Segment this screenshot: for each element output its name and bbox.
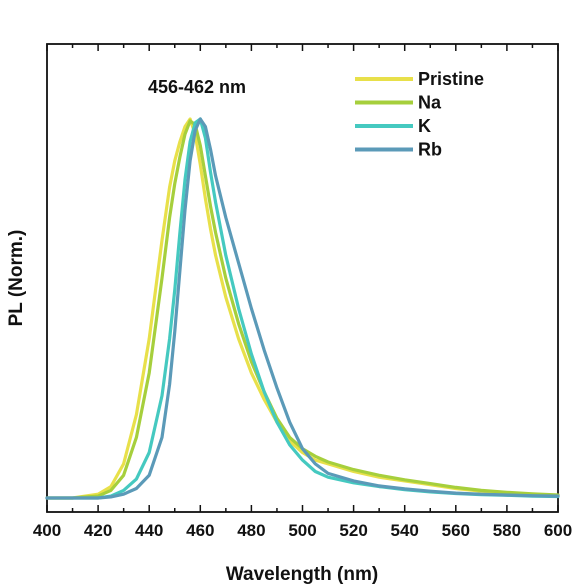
x-tick-label-540: 540 [391, 521, 419, 540]
series-line-rb [45, 117, 560, 500]
x-tick-label-520: 520 [339, 521, 367, 540]
series-lines [45, 117, 560, 500]
series-line-pristine [45, 117, 560, 500]
legend-label-k: K [418, 116, 431, 136]
x-axis-ticks [46, 44, 559, 512]
series-line-k [45, 117, 560, 500]
peak-annotation: 456-462 nm [148, 77, 246, 97]
x-tick-label-560: 560 [442, 521, 470, 540]
plot-frame [46, 43, 559, 513]
x-tick-label-580: 580 [493, 521, 521, 540]
x-tick-label-480: 480 [237, 521, 265, 540]
x-tick-label-460: 460 [186, 521, 214, 540]
series-line-na [45, 119, 560, 500]
legend: Pristine Na K Rb [355, 69, 484, 160]
legend-label-pristine: Pristine [418, 69, 484, 89]
x-tick-label-420: 420 [84, 521, 112, 540]
x-tick-label-440: 440 [135, 521, 163, 540]
x-tick-label-600: 600 [544, 521, 572, 540]
x-tick-label-400: 400 [33, 521, 61, 540]
x-axis-title: Wavelength (nm) [226, 564, 378, 585]
legend-label-rb: Rb [418, 140, 442, 160]
x-axis-tick-labels: 400 420 440 460 480 500 520 540 560 580 600 [33, 521, 572, 540]
y-axis-title: PL (Norm.) [6, 230, 27, 327]
legend-label-na: Na [418, 93, 442, 113]
x-tick-label-500: 500 [288, 521, 316, 540]
